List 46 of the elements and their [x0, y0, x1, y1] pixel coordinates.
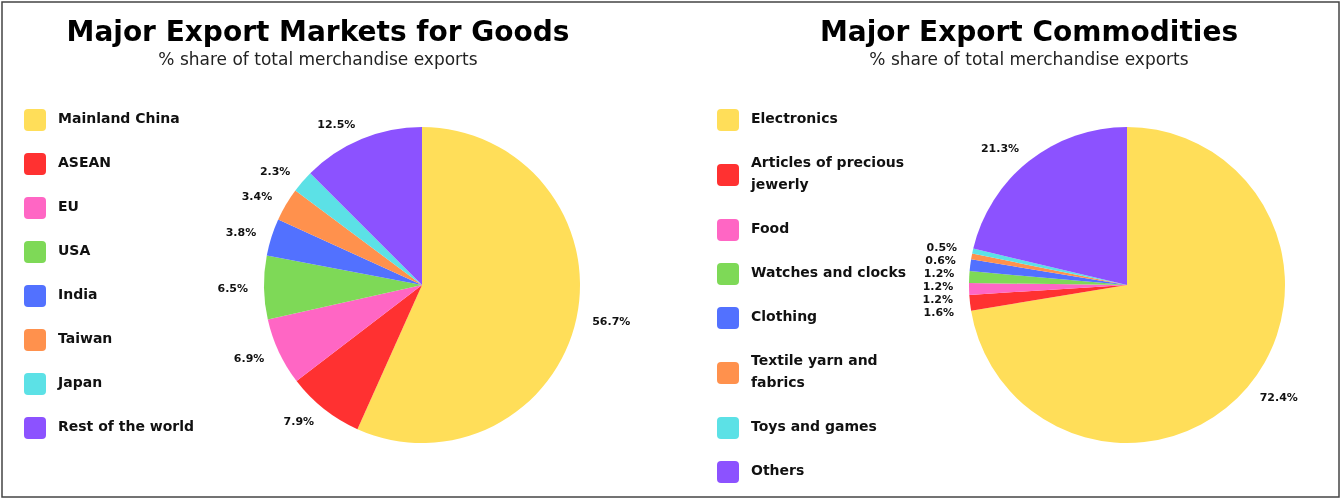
pie-slice — [357, 127, 580, 443]
legend-label: India — [58, 286, 98, 302]
legend-label: Clothing — [751, 308, 818, 324]
pie-slice — [973, 127, 1127, 285]
legend-label: Taiwan — [58, 330, 113, 346]
legend-label: ASEAN — [58, 154, 112, 170]
pie-slice — [969, 285, 1127, 311]
chart-title: Major Export Commodities — [819, 15, 1239, 48]
pie-slice — [264, 255, 422, 320]
legend-label: Japan — [57, 374, 103, 390]
data-label: 21.3% — [980, 142, 1020, 156]
data-label: 56.7% — [592, 315, 631, 329]
data-label: 1.2% — [922, 280, 954, 294]
legend-label: Others — [751, 462, 805, 478]
data-label: 3.8% — [225, 226, 257, 240]
legend-label: Rest of the world — [58, 418, 195, 434]
pie-slice — [295, 173, 422, 285]
data-label: 2.3% — [259, 165, 291, 179]
legend-label: Watches and clocks — [751, 264, 907, 280]
data-label: 3.4% — [241, 190, 273, 204]
legend-label: Toys and games — [751, 418, 877, 434]
data-label: 72.4% — [1259, 391, 1298, 405]
legend-label: Mainland China — [58, 110, 180, 126]
data-label: 1.2% — [922, 293, 954, 307]
data-label: 6.9% — [233, 352, 265, 366]
legend-label: Food — [751, 220, 790, 236]
data-label: 0.6% — [925, 254, 956, 268]
pie-slice — [310, 127, 422, 285]
pie-slice — [278, 190, 422, 285]
data-label: 6.5% — [217, 281, 249, 295]
chart-subtitle: % share of total merchandise exports — [869, 49, 1189, 69]
data-label: 1.2% — [923, 267, 955, 281]
chart-title: Major Export Markets for Goods — [66, 15, 570, 48]
data-label: 1.6% — [923, 306, 955, 320]
legend-label: Textile yarn and fabrics — [751, 352, 878, 390]
pie-slice — [266, 219, 422, 285]
pie-slice — [267, 285, 422, 382]
data-label: 0.5% — [926, 241, 958, 255]
legend-label: USA — [58, 242, 91, 258]
data-label: 12.5% — [317, 118, 356, 132]
pie-slice — [969, 259, 1127, 285]
data-label: 7.9% — [283, 415, 315, 429]
chart-subtitle: % share of total merchandise exports — [158, 49, 478, 69]
legend-label: Electronics — [751, 110, 838, 126]
legend-label: EU — [58, 198, 79, 214]
legend-label: Articles of precious jewerly — [750, 154, 905, 192]
